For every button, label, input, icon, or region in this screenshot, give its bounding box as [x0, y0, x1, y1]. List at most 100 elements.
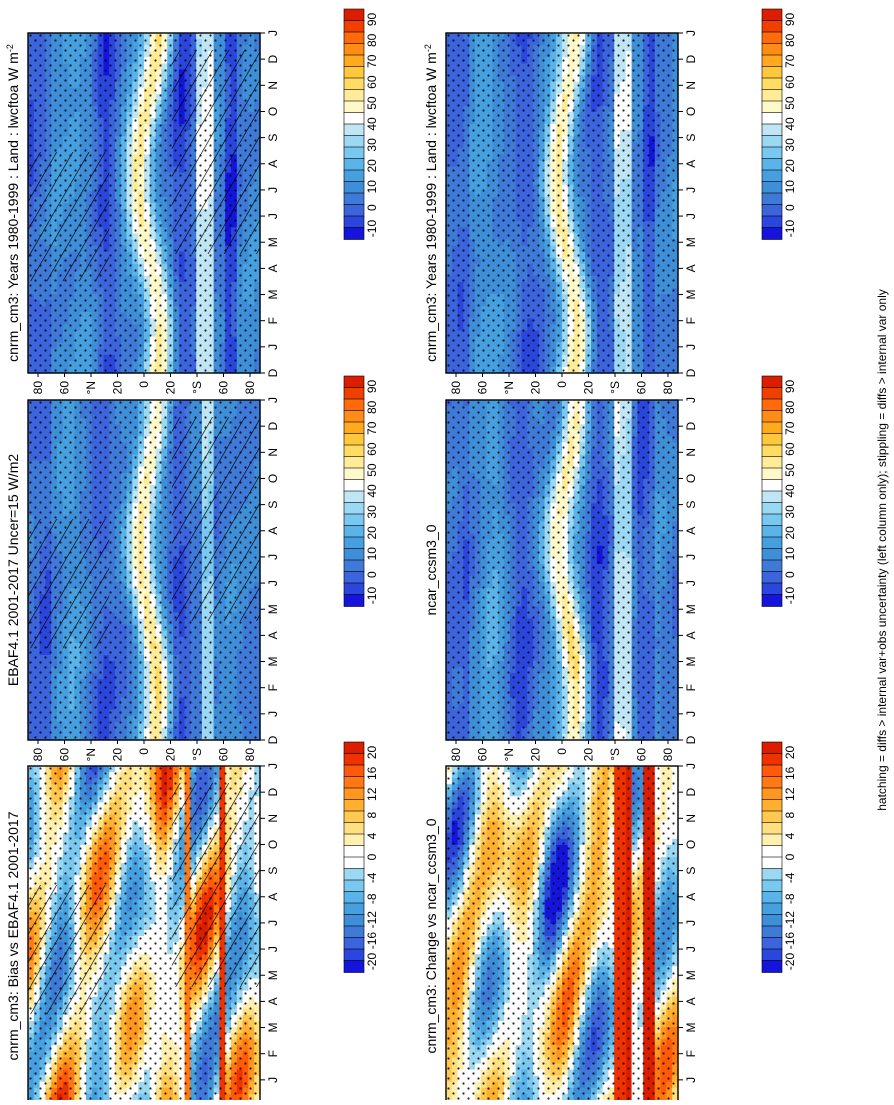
- panel-title: cnrm_cm3: Years 1980-1999 : Land : lwcft…: [5, 44, 21, 362]
- colorbar-label: 20: [783, 159, 797, 173]
- colorbar-swatch: [762, 182, 782, 194]
- y-tick-label: 80: [449, 381, 463, 395]
- x-tick-label: J: [266, 30, 280, 36]
- x-tick-label: A: [266, 160, 280, 168]
- y-tick-label: 60: [635, 381, 649, 395]
- y-tick-label: 20: [164, 381, 178, 395]
- x-tick-label: D: [266, 54, 280, 63]
- y-tick-label: °N: [84, 381, 98, 394]
- colorbar-label: 60: [365, 75, 379, 89]
- colorbar-swatch: [762, 55, 782, 67]
- x-tick-label: O: [684, 107, 698, 116]
- colorbar-swatch: [344, 90, 364, 102]
- colorbar-swatch: [344, 32, 364, 44]
- colorbar-swatch: [344, 78, 364, 90]
- x-tick-label: D: [684, 54, 698, 63]
- colorbar-swatch: [762, 67, 782, 79]
- stippling-overlay: [446, 33, 678, 373]
- panel-title-sup: -2: [423, 44, 433, 52]
- colorbar-swatch: [762, 21, 782, 33]
- x-tick-label: S: [684, 134, 698, 142]
- x-tick-label: J: [684, 187, 698, 193]
- colorbar-swatch: [344, 182, 364, 194]
- colorbar-label: 40: [783, 117, 797, 131]
- colorbar-swatch: [344, 9, 364, 21]
- x-tick-label: M: [684, 290, 698, 300]
- panel-title: cnrm_cm3: Years 1980-1999 : Land : lwcft…: [423, 44, 439, 362]
- y-tick-label: °S: [608, 381, 622, 394]
- x-tick-label: J: [266, 344, 280, 350]
- colorbar-label: -10: [365, 220, 379, 238]
- colorbar-swatch: [762, 78, 782, 90]
- x-tick-label: J: [684, 344, 698, 350]
- colorbar-label: 10: [783, 180, 797, 194]
- y-tick-label: 0: [555, 381, 569, 388]
- y-tick-label: 0: [137, 381, 151, 388]
- x-tick-label: D: [684, 368, 698, 377]
- colorbar-swatch: [762, 159, 782, 171]
- panel-title-text: cnrm_cm3: Years 1980-1999 : Land : lwcft…: [5, 52, 21, 362]
- x-tick-label: J: [684, 30, 698, 36]
- colorbar-label: 10: [365, 180, 379, 194]
- x-tick-label: F: [684, 317, 698, 324]
- colorbar-label: 0: [783, 204, 797, 211]
- colorbar-swatch: [344, 124, 364, 136]
- y-tick-label: 60: [58, 381, 72, 395]
- panel-title-sup: -2: [5, 44, 15, 52]
- colorbar-label: 70: [783, 54, 797, 68]
- colorbar-swatch: [344, 193, 364, 205]
- y-tick-label: 60: [217, 381, 231, 395]
- hatching-overlay: [28, 152, 109, 281]
- colorbar-swatch: [344, 228, 364, 240]
- y-tick-label: 80: [661, 381, 675, 395]
- x-tick-label: M: [684, 237, 698, 247]
- colorbar-label: 80: [365, 33, 379, 47]
- x-tick-label: J: [266, 187, 280, 193]
- colorbar-swatch: [344, 113, 364, 125]
- y-tick-label: 80: [31, 381, 45, 395]
- hatching-overlay: [172, 50, 260, 254]
- panel-title-text: cnrm_cm3: Years 1980-1999 : Land : lwcft…: [423, 52, 439, 362]
- y-tick-label: °N: [502, 381, 516, 394]
- colorbar-swatch: [762, 124, 782, 136]
- colorbar-label: 30: [783, 138, 797, 152]
- colorbar-label: 90: [783, 12, 797, 26]
- colorbar-label: 0: [365, 204, 379, 211]
- colorbar-swatch: [762, 228, 782, 240]
- colorbar-swatch: [762, 136, 782, 148]
- colorbar-swatch: [762, 44, 782, 56]
- colorbar-label: -10: [783, 220, 797, 238]
- x-tick-label: A: [684, 160, 698, 168]
- colorbar-swatch: [762, 9, 782, 21]
- y-tick-label: °S: [190, 381, 204, 394]
- colorbar-label: 20: [365, 159, 379, 173]
- colorbar-label: 90: [365, 12, 379, 26]
- colorbar-swatch: [344, 101, 364, 113]
- colorbar-label: 50: [365, 96, 379, 110]
- x-tick-label: M: [266, 237, 280, 247]
- x-tick-label: N: [684, 81, 698, 90]
- y-tick-label: 20: [582, 381, 596, 395]
- x-tick-label: J: [684, 213, 698, 219]
- colorbar-swatch: [762, 32, 782, 44]
- colorbar-label: 80: [783, 33, 797, 47]
- colorbar-swatch: [762, 216, 782, 228]
- colorbar-swatch: [344, 21, 364, 33]
- x-tick-label: M: [266, 290, 280, 300]
- colorbar-swatch: [344, 67, 364, 79]
- panels-layer: D J F M A M J J A S O N D J 80 60 °N 20 0 20 °S 60 80 cnrm_cm3:…: [5, 9, 797, 1100]
- y-tick-label: 60: [476, 381, 490, 395]
- colorbar-swatch: [762, 113, 782, 125]
- y-tick-label: 80: [243, 381, 257, 395]
- colorbar-swatch: [344, 44, 364, 56]
- colorbar-swatch: [344, 55, 364, 67]
- x-tick-label: N: [266, 81, 280, 90]
- colorbar-swatch: [344, 216, 364, 228]
